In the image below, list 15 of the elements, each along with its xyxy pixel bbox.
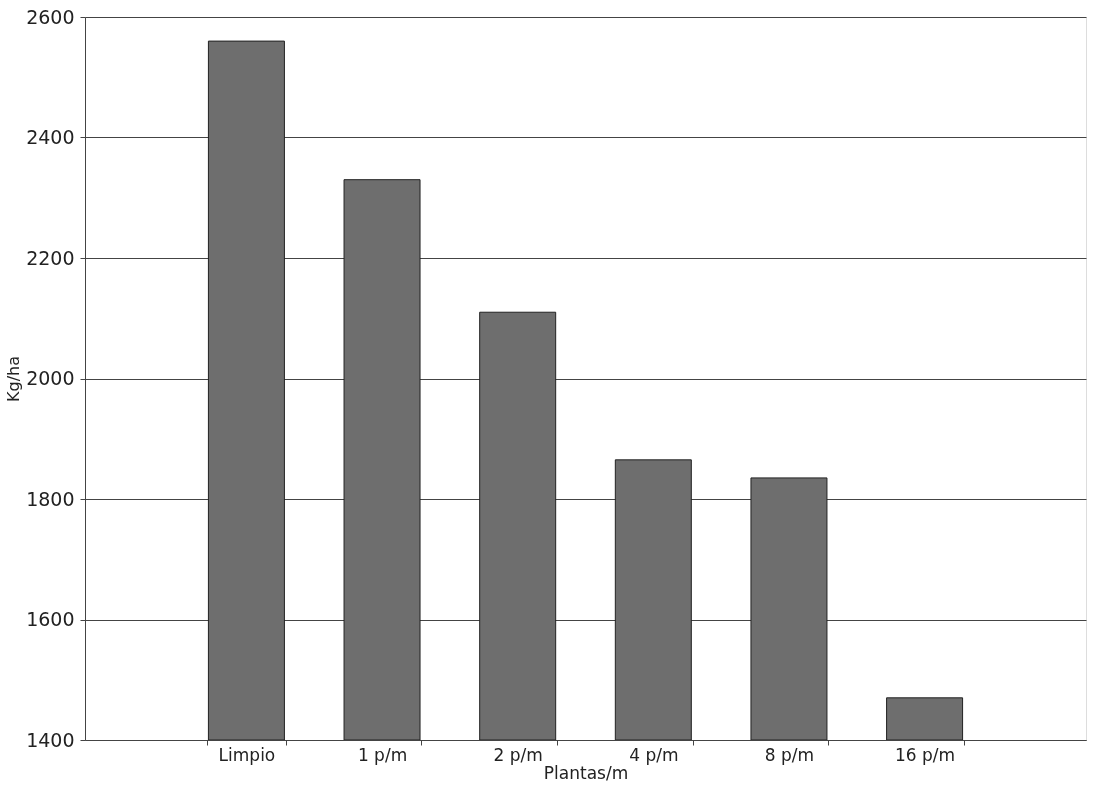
x-tick-label: 16 p/m — [895, 744, 956, 765]
x-tick-label: Limpio — [218, 744, 276, 765]
x-tick-label: 1 p/m — [357, 744, 408, 765]
x-axis-title: Plantas/m — [543, 762, 629, 783]
y-axis-title: Kg/ha — [4, 356, 24, 402]
y-tick-label: 2200 — [26, 246, 75, 269]
y-tick-label: 1800 — [26, 487, 75, 510]
y-tick-label: 2400 — [26, 126, 75, 148]
y-tick-label: 2000 — [26, 367, 75, 389]
x-tick-label: 4 p/m — [629, 744, 679, 765]
x-tick-label: 2 p/m — [493, 744, 543, 765]
y-tick-label: 1600 — [26, 608, 75, 630]
y-tick-label: 1400 — [26, 728, 75, 751]
x-tick-label: 8 p/m — [764, 744, 815, 765]
y-tick-label: 2600 — [26, 5, 75, 28]
